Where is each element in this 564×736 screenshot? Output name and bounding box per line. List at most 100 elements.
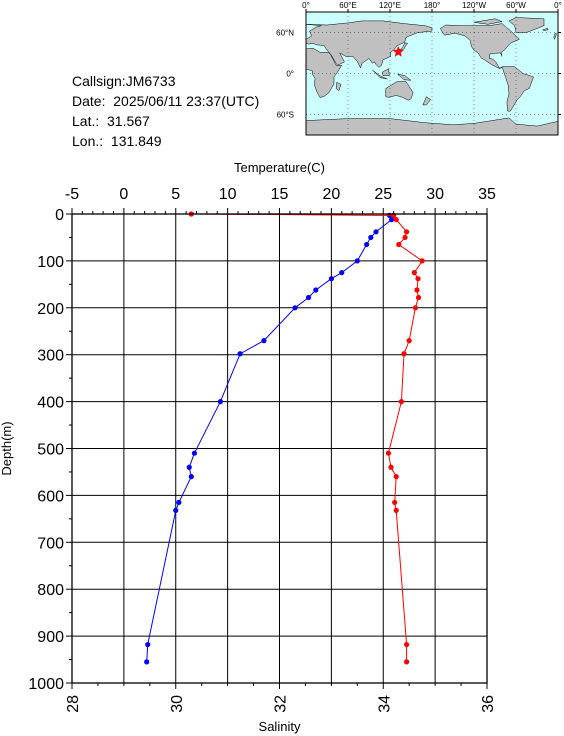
salinity-data-point xyxy=(401,351,407,357)
map-lon-label: 120°W xyxy=(462,1,487,10)
land-mass-4 xyxy=(508,17,545,33)
salinity-axis-label: Salinity xyxy=(259,719,301,734)
land-mass-10 xyxy=(396,73,412,81)
map-lat-label: 60°N xyxy=(276,29,294,38)
land-mass-11 xyxy=(553,32,557,41)
station-info: Callsign:JM6733 Date: 2025/06/11 23:37(U… xyxy=(72,71,259,151)
temperature-tick-label: 20 xyxy=(322,186,340,203)
land-mass-9 xyxy=(382,68,390,76)
salinity-data-point xyxy=(393,507,399,514)
depth-tick-label: 500 xyxy=(37,442,64,459)
salinity-data-point xyxy=(412,305,419,311)
salinity-data-point xyxy=(393,217,399,223)
salinity-data-point xyxy=(392,499,398,506)
temperature-data-point xyxy=(176,499,182,506)
salinity-data-point xyxy=(419,258,425,264)
land-mass-12 xyxy=(335,82,342,92)
land-mass-13 xyxy=(422,96,431,106)
map-lon-label: 180° xyxy=(424,1,441,10)
salinity-data-point xyxy=(403,659,410,665)
salinity-data-point xyxy=(415,276,421,282)
land-mass-1 xyxy=(305,47,343,98)
land-mass-14 xyxy=(541,28,549,31)
salinity-tick-label: 30 xyxy=(169,695,186,713)
temperature-tick-label: 5 xyxy=(171,186,180,203)
depth-tick-label: 700 xyxy=(37,535,64,552)
depth-tick-label: 900 xyxy=(37,629,64,646)
temperature-data-point xyxy=(364,241,370,248)
temperature-tick-label: 35 xyxy=(478,186,496,203)
salinity-tick-label: 36 xyxy=(480,695,497,713)
depth-axis-label: Depth(m) xyxy=(0,421,14,475)
temperature-tick-label: 30 xyxy=(426,186,444,203)
series-layer xyxy=(144,211,425,665)
depth-tick-label: 600 xyxy=(37,488,64,505)
temperature-data-point xyxy=(173,507,179,514)
temperature-data-point xyxy=(328,276,334,282)
depth-tick-label: 300 xyxy=(37,348,64,365)
map-lon-label: 0° xyxy=(302,1,310,10)
depth-tick-label: 800 xyxy=(37,582,64,599)
salinity-data-point xyxy=(414,287,420,293)
salinity-data-point xyxy=(388,464,394,470)
temperature-data-point xyxy=(313,287,319,293)
salinity-data-point xyxy=(398,399,405,405)
map-lon-label: 0° xyxy=(554,1,562,10)
station-marker-star xyxy=(392,45,405,57)
map-lat-label: 0° xyxy=(286,70,294,79)
depth-tick-label: 100 xyxy=(37,254,64,271)
temperature-data-point xyxy=(368,234,374,241)
temperature-data-point xyxy=(188,474,194,480)
temperature-data-point xyxy=(145,641,151,648)
salinity-data-point xyxy=(415,294,422,301)
temperature-data-point xyxy=(186,464,192,470)
land-mass-8 xyxy=(372,69,388,80)
grid-layer xyxy=(72,214,487,683)
longitude-text: Lon.: 131.849 xyxy=(72,133,162,149)
map-lon-label: 120°E xyxy=(379,1,401,10)
temperature-tick-label: 0 xyxy=(119,186,128,203)
temperature-data-point xyxy=(305,294,312,301)
temperature-data-point xyxy=(261,338,267,344)
temperature-data-point xyxy=(373,229,379,235)
salinity-data-point xyxy=(411,270,417,276)
temperature-data-point xyxy=(191,450,198,456)
map-lat-label: 60°S xyxy=(277,111,294,120)
temperature-data-point xyxy=(292,305,298,311)
salinity-data-point xyxy=(406,338,412,344)
map-layer: 0° 60°E 120°E 180° 120°W 60°W 0° 60°N 0° 60°S xyxy=(276,1,562,136)
date-text: Date: 2025/06/11 23:37(UTC) xyxy=(72,93,260,109)
land-mass-3 xyxy=(440,23,520,69)
land-mass-15 xyxy=(473,18,503,25)
latitude-text: Lat.: 31.567 xyxy=(72,113,150,129)
temperature-tick-label: 25 xyxy=(374,186,392,203)
depth-tick-label: 0 xyxy=(55,207,64,224)
temperature-tick-label: 10 xyxy=(219,186,237,203)
temperature-data-point xyxy=(144,659,150,665)
depth-tick-label: 200 xyxy=(37,301,64,318)
land-mass-0 xyxy=(305,20,433,69)
salinity-tick-label: 28 xyxy=(65,695,82,713)
temperature-axis-label: Temperature(C) xyxy=(234,160,325,175)
map-lon-label: 60°E xyxy=(339,1,356,10)
salinity-data-point xyxy=(396,241,402,248)
temperature-tick-label: 15 xyxy=(271,186,289,203)
temperature-data-point xyxy=(354,258,360,264)
land-mass-2 xyxy=(385,80,414,101)
temperature-data-point xyxy=(388,217,395,223)
salinity-data-point xyxy=(402,234,408,241)
salinity-profile-line xyxy=(191,213,423,662)
temperature-data-point xyxy=(217,399,223,405)
salinity-tick-label: 32 xyxy=(273,695,290,713)
depth-tick-label: 1000 xyxy=(28,676,64,693)
salinity-tick-label: 34 xyxy=(376,695,393,713)
land-mass-5 xyxy=(501,66,534,112)
temperature-data-point xyxy=(237,351,243,357)
temperature-data-point xyxy=(339,270,345,276)
salinity-data-point xyxy=(393,474,399,480)
depth-tick-label: 400 xyxy=(37,395,64,412)
salinity-data-point xyxy=(403,229,410,235)
temperature-tick-label: -5 xyxy=(65,186,79,203)
